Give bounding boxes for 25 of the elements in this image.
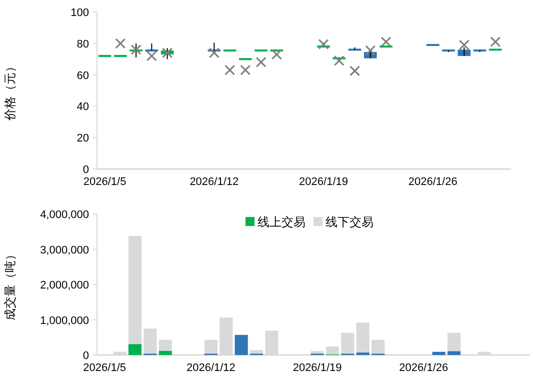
y-tick-label: 0	[82, 164, 89, 176]
x-tick-label: 2026/1/5	[83, 362, 126, 374]
y-tick-label: 20	[76, 132, 89, 145]
y-axis-title: 成交量（吨）	[3, 248, 17, 320]
y-tick-label: 2,000,000	[40, 280, 89, 292]
x-tick-label: 2026/1/19	[292, 362, 342, 374]
y-tick-label: 60	[76, 70, 89, 82]
y-tick-label: 3,000,000	[40, 244, 89, 256]
legend-item: 线下交易	[314, 215, 374, 229]
y-tick-label: 1,000,000	[40, 314, 89, 327]
x-tick-label: 2026/1/12	[190, 176, 239, 188]
legend-item: 线上交易	[246, 215, 306, 229]
x-tick-label: 2026/1/19	[299, 176, 348, 188]
x-tick-label: 2026/1/12	[186, 362, 236, 374]
x-tick-label: 2026/1/26	[408, 176, 458, 188]
x-tick-label: 2026/1/5	[83, 176, 126, 188]
y-axis-title: 价格（元）	[3, 60, 17, 122]
legend-label: 线上交易	[258, 215, 306, 229]
y-tick-label: 80	[76, 38, 89, 50]
y-tick-label: 40	[76, 101, 89, 114]
y-tick-label: 100	[70, 7, 89, 19]
y-tick-label: 4,000,000	[40, 209, 89, 221]
y-tick-label: 0	[82, 350, 89, 362]
x-tick-label: 2026/1/26	[399, 362, 448, 374]
legend-label: 线下交易	[326, 215, 374, 229]
